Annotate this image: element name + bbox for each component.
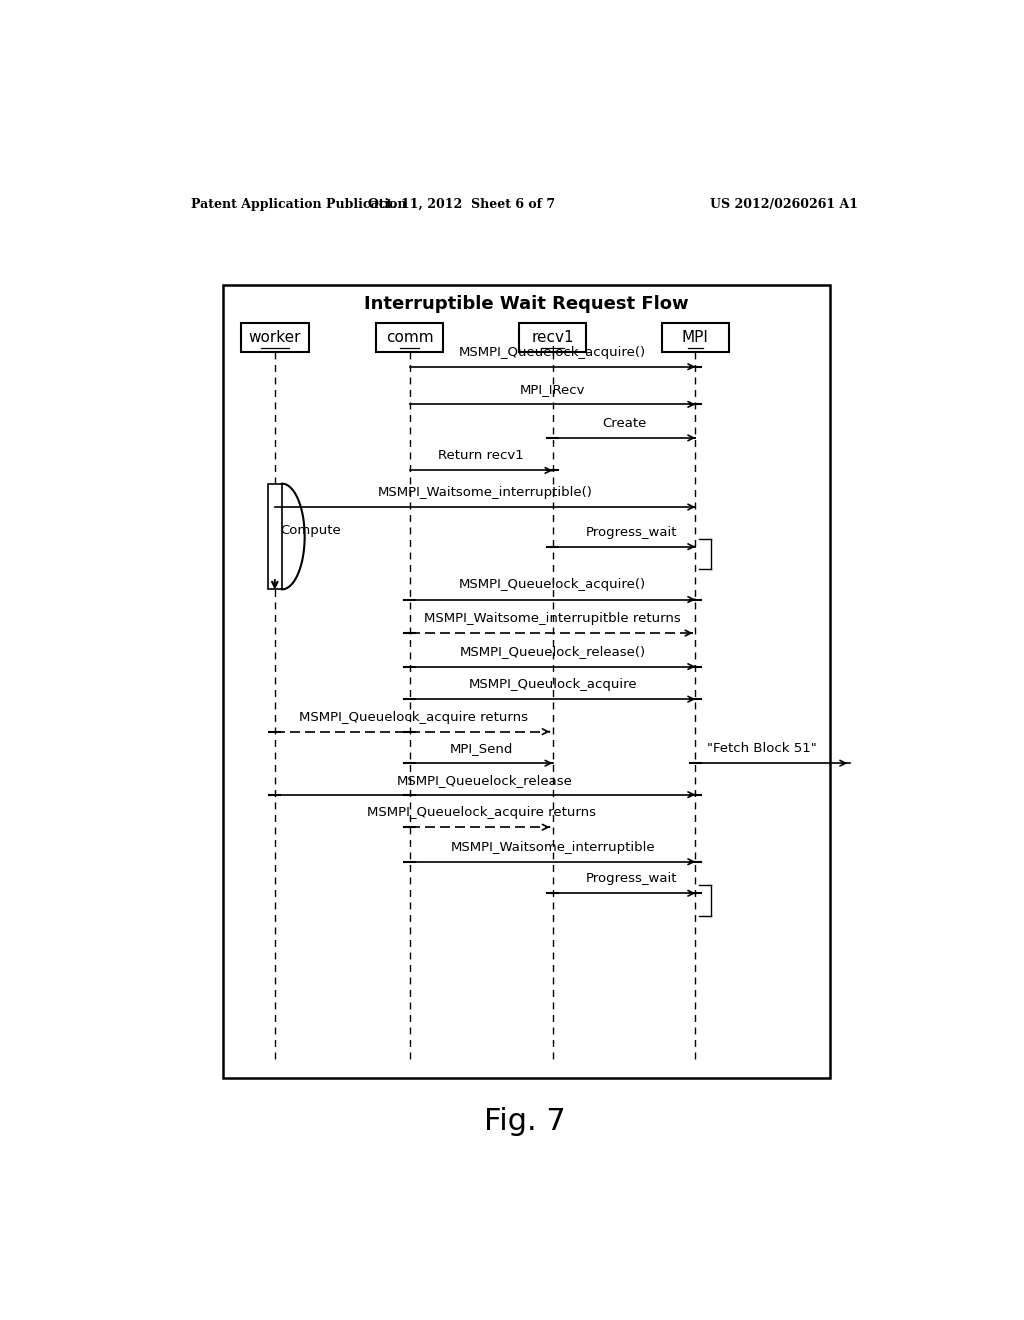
Bar (267, 483, 282, 589)
Text: MPI_Send: MPI_Send (450, 742, 513, 755)
Text: MSMPI_Waitsome_interrupitble returns: MSMPI_Waitsome_interrupitble returns (424, 612, 681, 624)
Text: MSMPI_Queuelock_acquire returns: MSMPI_Queuelock_acquire returns (367, 807, 596, 818)
Text: "Fetch Block 51": "Fetch Block 51" (708, 742, 817, 755)
Text: Create: Create (602, 417, 646, 430)
Text: Return recv1: Return recv1 (438, 449, 524, 462)
Text: comm: comm (386, 330, 433, 345)
Text: MPI_IRecv: MPI_IRecv (520, 383, 586, 396)
Text: Oct. 11, 2012  Sheet 6 of 7: Oct. 11, 2012 Sheet 6 of 7 (368, 198, 555, 211)
Text: Compute: Compute (281, 524, 341, 536)
Text: MSMPI_Queuelock_acquire(): MSMPI_Queuelock_acquire() (459, 578, 646, 591)
Bar (223, 285, 830, 1078)
Bar (662, 323, 729, 351)
Text: MSMPI_Queuelock_release: MSMPI_Queuelock_release (397, 774, 573, 787)
Text: MSMPI_Queuelock_release(): MSMPI_Queuelock_release() (460, 645, 646, 659)
Text: Progress_wait: Progress_wait (586, 873, 678, 886)
Text: Fig. 7: Fig. 7 (484, 1107, 565, 1137)
Bar (241, 323, 308, 351)
Text: MSMPI_Queuelock_acquire returns: MSMPI_Queuelock_acquire returns (299, 710, 528, 723)
Text: recv1: recv1 (531, 330, 573, 345)
Text: MPI: MPI (682, 330, 709, 345)
Text: Patent Application Publication: Patent Application Publication (191, 198, 407, 211)
Text: worker: worker (249, 330, 301, 345)
Text: Interruptible Wait Request Flow: Interruptible Wait Request Flow (365, 294, 689, 313)
Text: MSMPI_Waitsome_interruptible(): MSMPI_Waitsome_interruptible() (378, 486, 593, 499)
Text: MSMPI_Queuelock_acquire(): MSMPI_Queuelock_acquire() (459, 346, 646, 359)
Text: US 2012/0260261 A1: US 2012/0260261 A1 (710, 198, 858, 211)
Bar (519, 323, 587, 351)
Text: Progress_wait: Progress_wait (586, 525, 678, 539)
Bar (376, 323, 443, 351)
Text: MSMPI_Waitsome_interruptible: MSMPI_Waitsome_interruptible (451, 841, 655, 854)
Text: MSMPI_Queulock_acquire: MSMPI_Queulock_acquire (468, 678, 637, 690)
